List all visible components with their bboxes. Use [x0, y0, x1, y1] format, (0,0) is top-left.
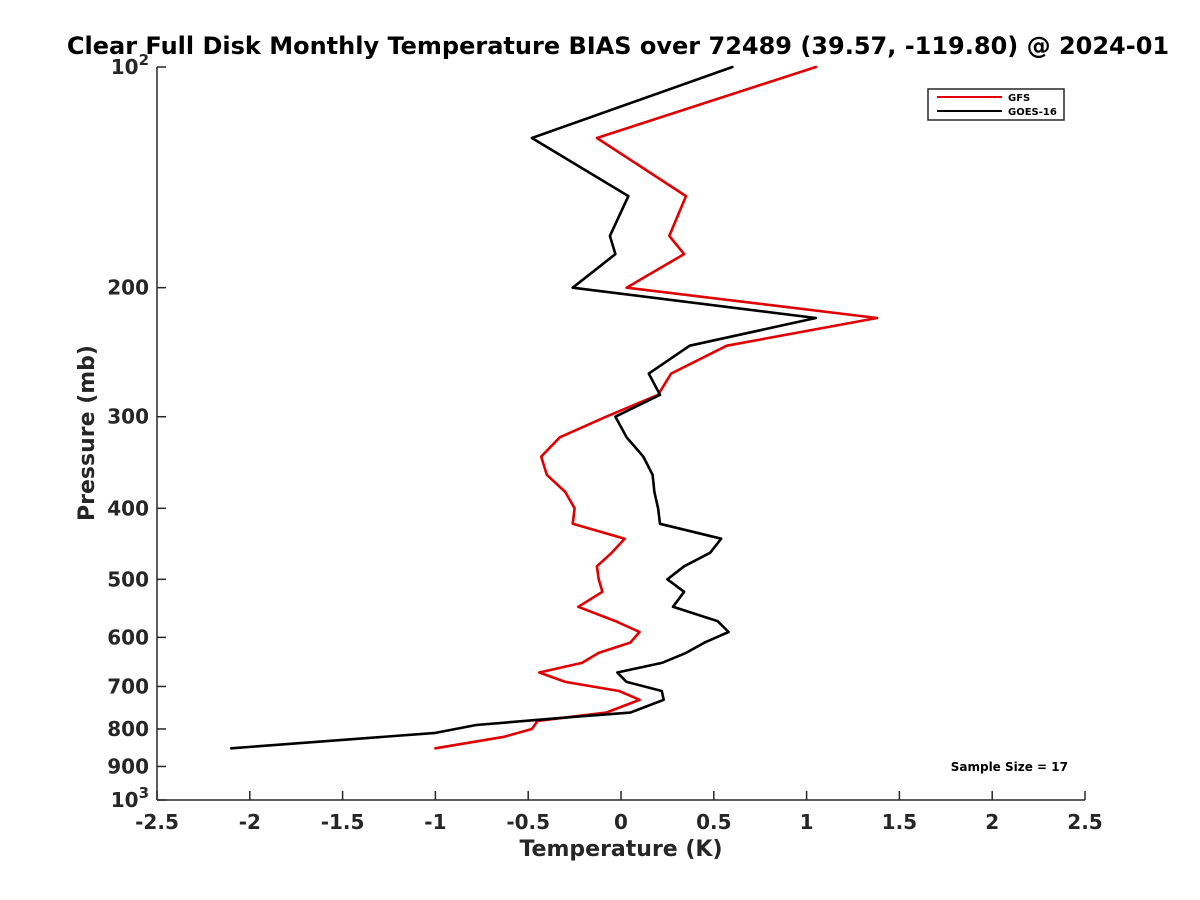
y-tick-label: 300 [107, 405, 149, 429]
chart-title: Clear Full Disk Monthly Temperature BIAS… [67, 32, 1169, 60]
legend: GFS GOES-16 [927, 88, 1065, 121]
x-tick-label: 0 [614, 810, 628, 834]
x-tick-label: 0.5 [696, 810, 731, 834]
x-axis: -2.5 -2 -1.5 -1 -0.5 0 0.5 1 1.5 2 2.5 [135, 791, 1103, 834]
legend-box [927, 88, 1065, 121]
y-tick-label: 700 [107, 674, 149, 698]
x-tick-label: -2.5 [135, 810, 179, 834]
x-tick-label: 1.5 [882, 810, 917, 834]
sample-size-annotation: Sample Size = 17 [951, 760, 1068, 774]
x-tick-label: -1 [424, 810, 446, 834]
x-tick-label: 2 [985, 810, 999, 834]
y-axis-label: Pressure (mb) [75, 345, 100, 521]
y-tick-label: 200 [107, 276, 149, 300]
x-tick-label: -1.5 [321, 810, 365, 834]
x-tick-label: 1 [800, 810, 814, 834]
y-tick-label: 400 [107, 496, 149, 520]
y-tick-label: 500 [107, 567, 149, 591]
series-layer [229, 65, 879, 750]
y-tick-label: 102 [111, 51, 149, 79]
legend-label-gfs: GFS [1008, 93, 1030, 104]
y-tick-label: 900 [107, 754, 149, 778]
legend-label-goes16: GOES-16 [1008, 107, 1057, 118]
series-line-goes-16 [229, 65, 818, 750]
x-tick-label: 2.5 [1067, 810, 1102, 834]
x-axis-label: Temperature (K) [519, 837, 722, 862]
x-tick-label: -0.5 [506, 810, 550, 834]
y-tick-label: 800 [107, 717, 149, 741]
plot-area [156, 67, 1085, 801]
y-axis: 102 200 300 400 500 600 700 800 900 103 [107, 51, 166, 812]
x-tick-label: -2 [239, 810, 261, 834]
series-line-gfs [434, 65, 879, 750]
y-tick-label: 103 [111, 784, 149, 812]
y-tick-label: 600 [107, 625, 149, 649]
